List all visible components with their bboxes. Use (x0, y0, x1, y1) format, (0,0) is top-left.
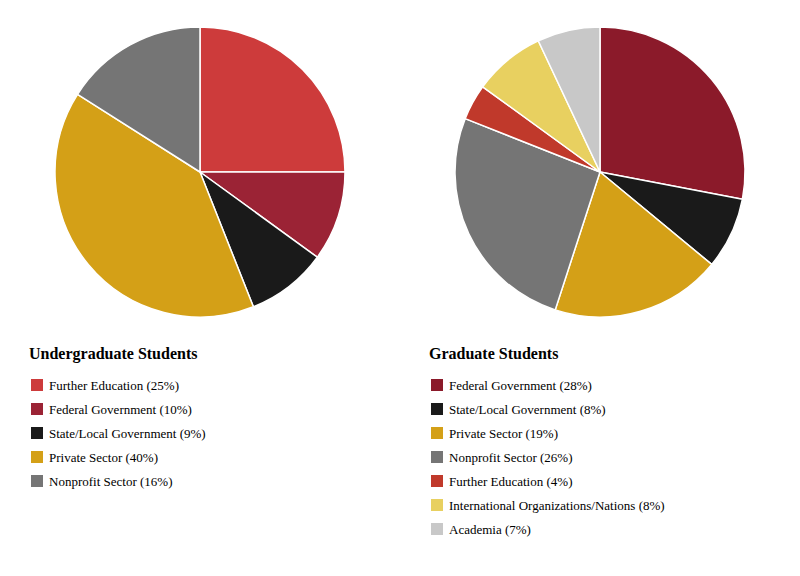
svg-text:Further Education (25%): Further Education (25%) (49, 378, 179, 393)
svg-text:Nonprofit Sector (16%): Nonprofit Sector (16%) (49, 474, 172, 489)
svg-text:State/Local Government (9%): State/Local Government (9%) (49, 426, 206, 441)
svg-text:International Organizations/Na: International Organizations/Nations (8%) (449, 498, 665, 513)
svg-text:Federal Government (28%): Federal Government (28%) (449, 378, 592, 393)
svg-text:Further Education (4%): Further Education (4%) (449, 474, 572, 489)
svg-text:Academia (7%): Academia (7%) (449, 522, 531, 537)
svg-text:Federal Government (10%): Federal Government (10%) (49, 402, 192, 417)
svg-text:Private Sector (40%): Private Sector (40%) (49, 450, 158, 465)
svg-text:Nonprofit Sector (26%): Nonprofit Sector (26%) (449, 450, 572, 465)
svg-text:Undergraduate Students: Undergraduate Students (29, 345, 197, 363)
svg-text:Graduate Students: Graduate Students (429, 345, 558, 362)
svg-text:State/Local Government (8%): State/Local Government (8%) (449, 402, 606, 417)
svg-text:Private Sector (19%): Private Sector (19%) (449, 426, 558, 441)
